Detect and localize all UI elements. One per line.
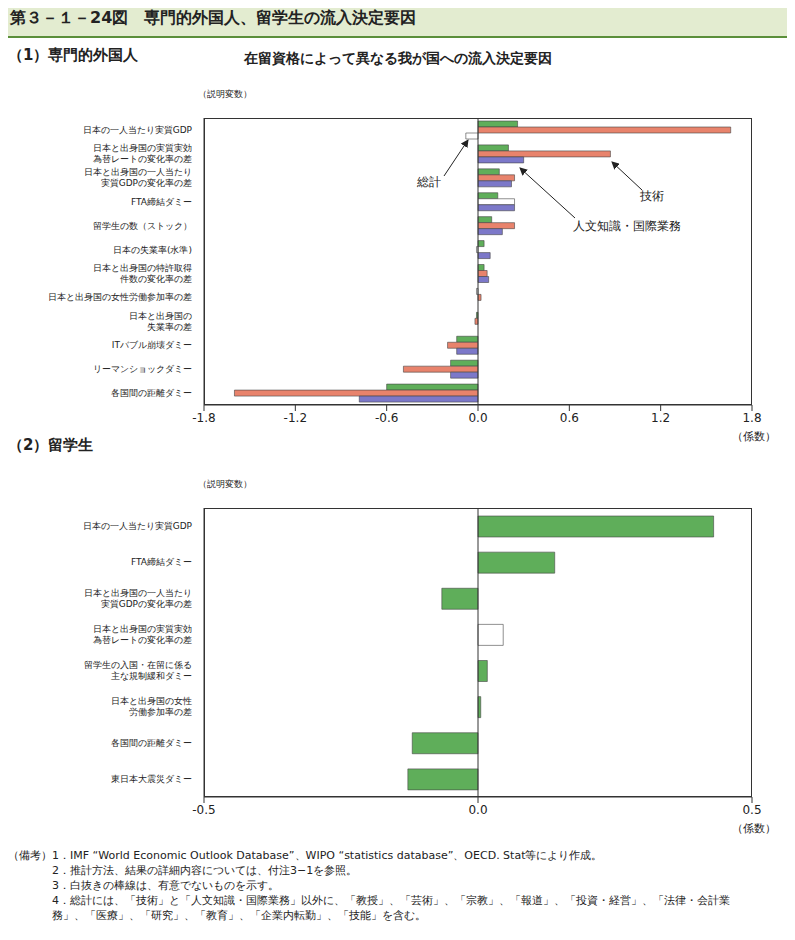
- html-text:（1）専門的外国人: （1）専門的外国人: [8, 46, 139, 64]
- html-text:4．総計には、「技術」と「人文知識・国際業務」以外に、「教授: 4．総計には、「技術」と「人文知識・国際業務」以外に、「教授」、「芸術」、「宗教…: [52, 894, 730, 922]
- svg-text:ITバブル崩壊ダミー: ITバブル崩壊ダミー: [112, 340, 192, 350]
- svg-text:各国間の距離ダミー: 各国間の距離ダミー: [111, 388, 192, 398]
- html-text:（2）留学生: （2）留学生: [8, 436, 94, 454]
- svg-text:0.0: 0.0: [468, 803, 487, 817]
- html-text:2．推計方法、結果の詳細内容については、付注3−1を参照。: 2．推計方法、結果の詳細内容については、付注3−1を参照。: [52, 864, 358, 877]
- svg-text:留学生の数（ストック）: 留学生の数（ストック）: [93, 221, 192, 231]
- svg-text:FTA締結ダミー: FTA締結ダミー: [131, 557, 192, 567]
- svg-text:日本と出身国の失業率の差: 日本と出身国の失業率の差: [129, 311, 192, 332]
- svg-text:-0.6: -0.6: [375, 411, 398, 425]
- svg-text:1.8: 1.8: [742, 411, 761, 425]
- html-text:（備考）1．IMF “World Economic Outl: （備考）1．IMF “World Economic Outlook Databa…: [8, 849, 603, 862]
- svg-text:-1.8: -1.8: [192, 411, 215, 425]
- svg-text:東日本大震災ダミー: 東日本大震災ダミー: [111, 774, 192, 784]
- svg-text:総計: 総計: [416, 175, 441, 189]
- svg-text:-0.5: -0.5: [192, 803, 215, 817]
- html-text:（説明変数）: （説明変数）: [198, 89, 252, 99]
- svg-text:日本と出身国の一人当たり実質GDPの変化率の差: 日本と出身国の一人当たり実質GDPの変化率の差: [84, 588, 192, 609]
- svg-text:日本の失業率(水準): 日本の失業率(水準): [113, 245, 192, 255]
- svg-text:1.2: 1.2: [651, 411, 670, 425]
- svg-text:日本と出身国の女性労働参加率の差: 日本と出身国の女性労働参加率の差: [48, 292, 192, 302]
- svg-text:0.5: 0.5: [742, 803, 761, 817]
- html-text:在留資格によって異なる我が国への流入決定要因: 在留資格によって異なる我が国への流入決定要因: [243, 50, 552, 66]
- html-text:3．白抜きの棒線は、有意でないものを示す。: 3．白抜きの棒線は、有意でないものを示す。: [52, 879, 279, 892]
- svg-text:日本と出身国の実質実効為替レートの変化率の差: 日本と出身国の実質実効為替レートの変化率の差: [93, 624, 192, 645]
- html-text:（説明変数）: （説明変数）: [198, 479, 252, 489]
- svg-text:留学生の入国・在留に係る主な規制緩和ダミー: 留学生の入国・在留に係る主な規制緩和ダミー: [84, 660, 192, 681]
- svg-text:リーマンショックダミー: リーマンショックダミー: [93, 364, 192, 374]
- svg-text:FTA締結ダミー: FTA締結ダミー: [131, 197, 192, 207]
- svg-text:日本と出身国の実質実効為替レートの変化率の差: 日本と出身国の実質実効為替レートの変化率の差: [93, 143, 192, 164]
- svg-text:日本と出身国の女性労働参加率の差: 日本と出身国の女性労働参加率の差: [111, 696, 192, 717]
- svg-text:技術: 技術: [639, 189, 664, 203]
- svg-text:0.6: 0.6: [560, 411, 579, 425]
- svg-text:日本と出身国の特許取得件数の変化率の差: 日本と出身国の特許取得件数の変化率の差: [93, 263, 192, 284]
- html-text:（係数）: （係数）: [732, 430, 776, 443]
- svg-text:各国間の距離ダミー: 各国間の距離ダミー: [111, 738, 192, 748]
- svg-text:-1.2: -1.2: [284, 411, 307, 425]
- svg-text:0.0: 0.0: [468, 411, 487, 425]
- html-text:第３－１－24図 専門的外国人、留学生の流入決定要因: 第３－１－24図 専門的外国人、留学生の流入決定要因: [10, 8, 417, 27]
- svg-text:日本の一人当たり実質GDP: 日本の一人当たり実質GDP: [83, 521, 193, 531]
- svg-text:日本と出身国の一人当たり実質GDPの変化率の差: 日本と出身国の一人当たり実質GDPの変化率の差: [84, 167, 192, 188]
- html-text:（係数）: （係数）: [732, 822, 776, 835]
- svg-text:日本の一人当たり実質GDP: 日本の一人当たり実質GDP: [83, 125, 193, 135]
- svg-text:人文知識・国際業務: 人文知識・国際業務: [573, 219, 681, 233]
